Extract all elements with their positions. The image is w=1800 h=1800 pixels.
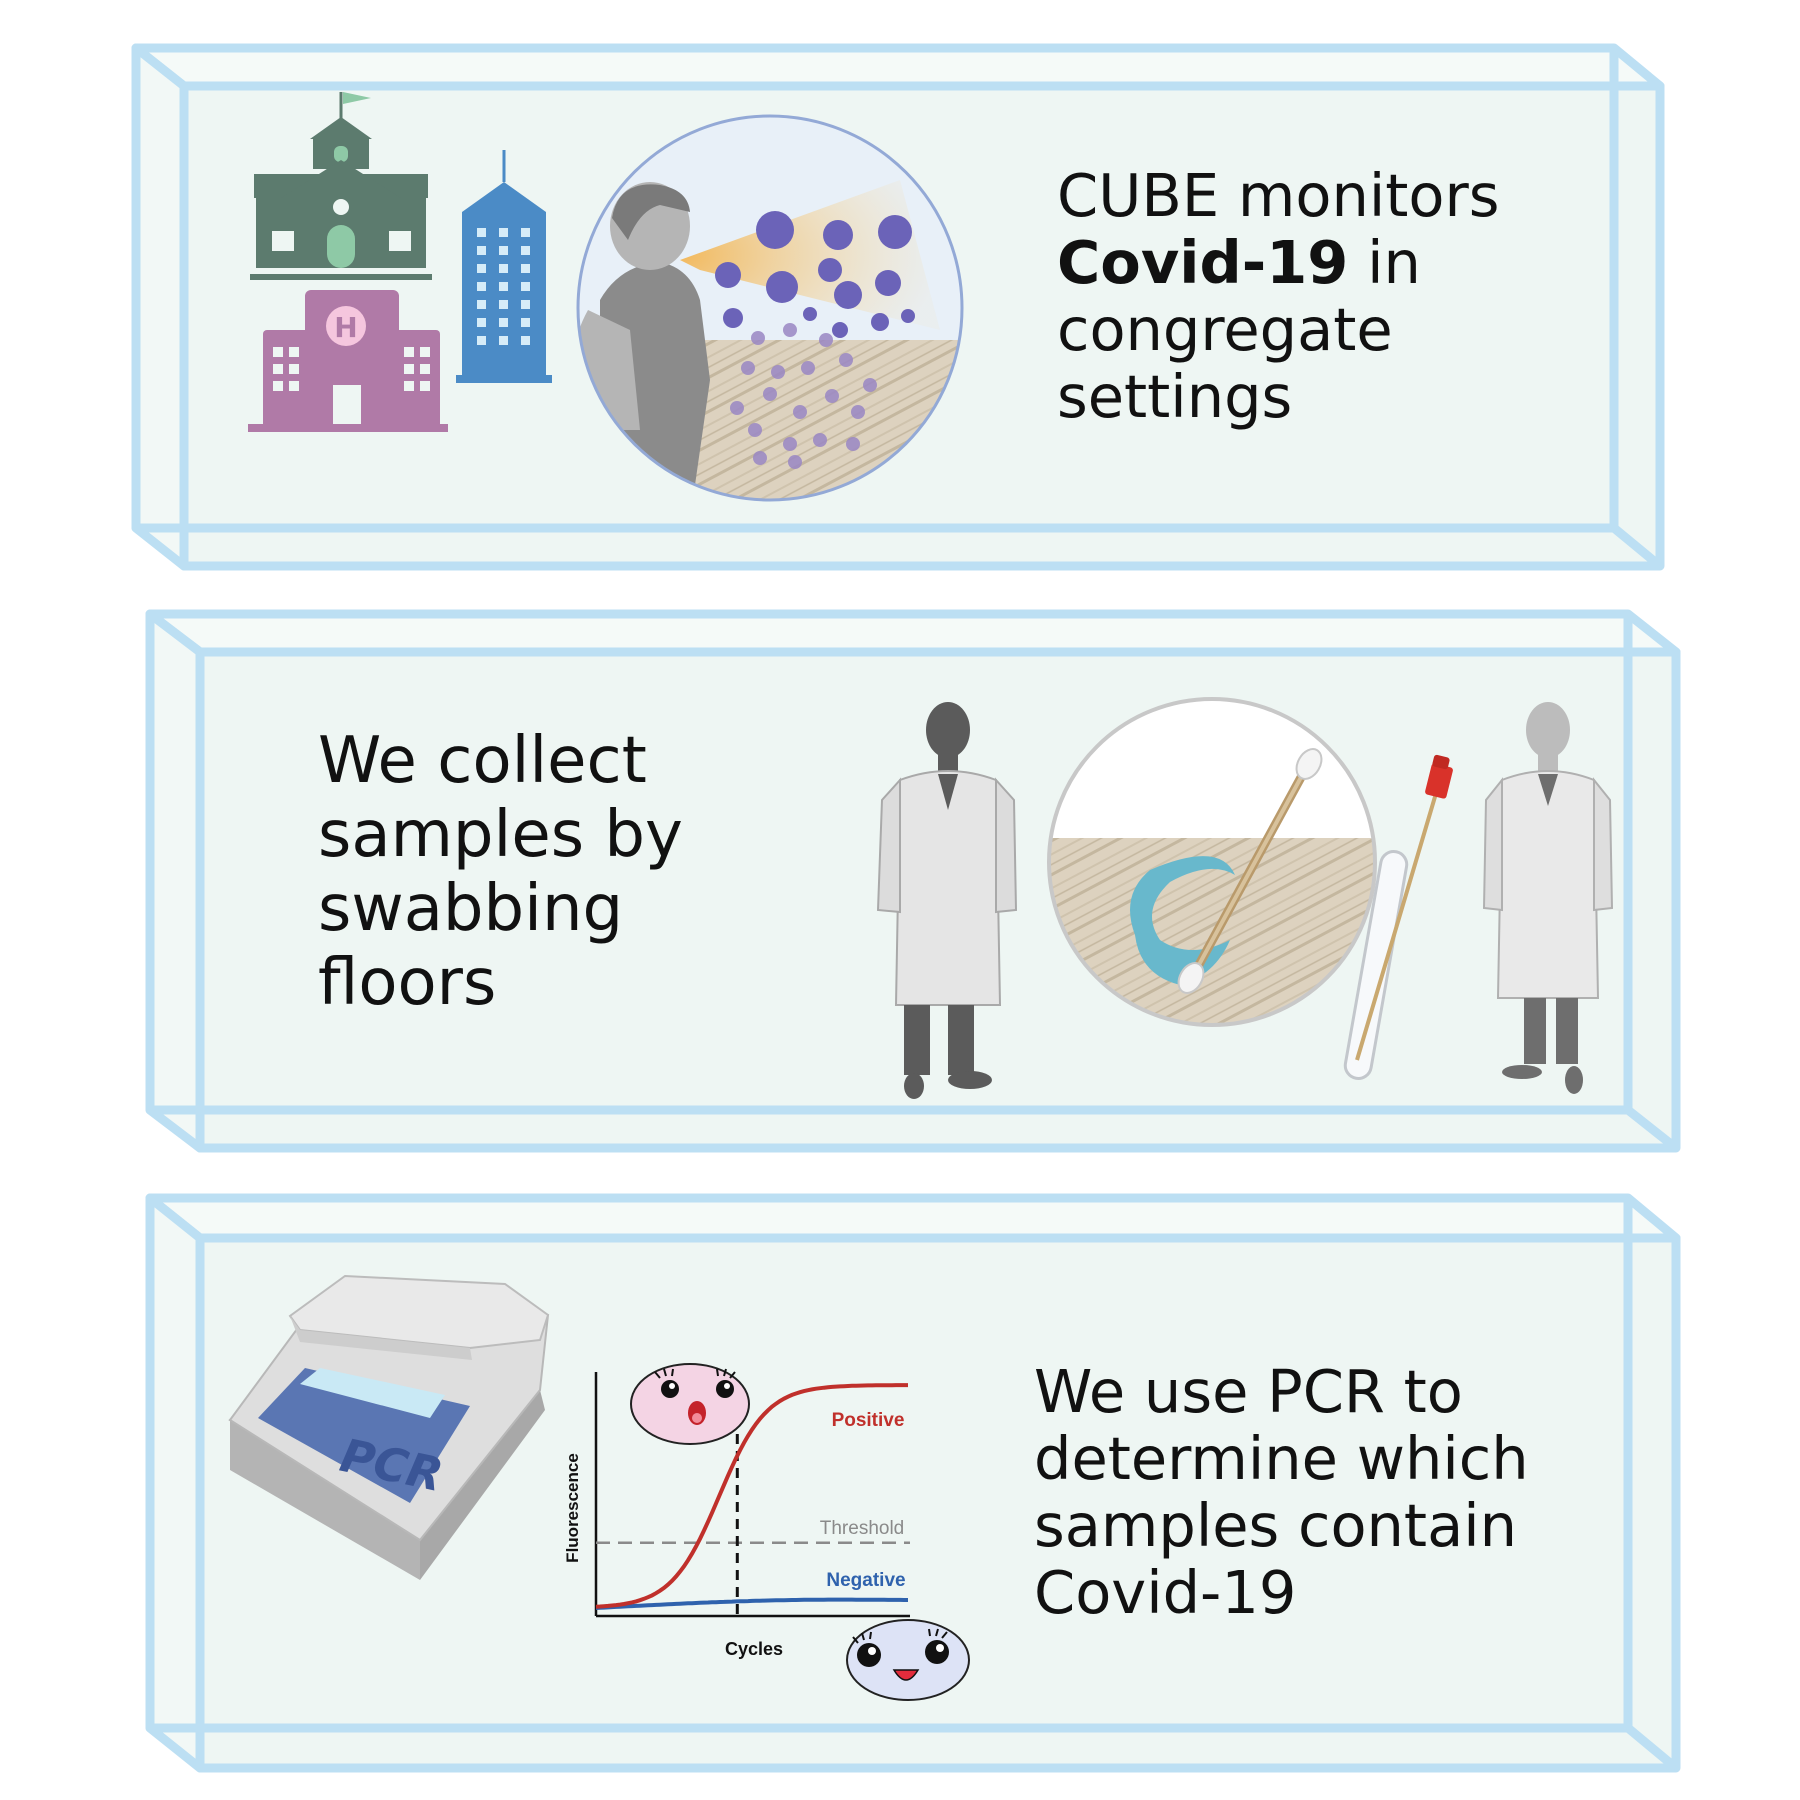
- office-tower-icon: [456, 150, 552, 383]
- hospital-icon: H: [248, 290, 448, 432]
- cough-scene: [576, 114, 964, 502]
- surprised-face-icon: [630, 1363, 750, 1445]
- series-negative-line: [595, 1597, 908, 1610]
- pcr-machine-icon: PCR: [228, 1274, 550, 1580]
- panel-swabbing-text: We collect samples by swabbing floors: [318, 724, 683, 1020]
- panel-pcr-text: We use PCR to determine which samples co…: [1034, 1358, 1529, 1626]
- text-line: determine which: [1034, 1424, 1529, 1493]
- series-positive-line: [595, 1383, 908, 1609]
- threshold-label: Threshold: [820, 1518, 905, 1539]
- text-line: swabbing: [318, 872, 624, 946]
- text-line: samples by: [318, 798, 683, 872]
- swab-icon: [1177, 748, 1323, 994]
- panel-congregate: H: [131, 43, 1665, 571]
- text-line: We use PCR to: [1034, 1357, 1463, 1426]
- text-line: congregate: [1057, 295, 1393, 364]
- virus-particle-icon: [756, 211, 794, 249]
- text-line: We collect: [318, 724, 647, 798]
- spray-cone: [680, 180, 940, 330]
- y-axis-label: Fluorescence: [563, 1453, 582, 1563]
- text-line: floors: [318, 946, 497, 1020]
- text-line: Covid-19: [1034, 1558, 1297, 1627]
- text-line: CUBE monitors: [1057, 161, 1500, 230]
- series-label-positive: Positive: [832, 1410, 905, 1431]
- text-line: samples contain: [1034, 1491, 1518, 1560]
- panel-box: [131, 43, 1665, 571]
- panel-congregate-text: CUBE monitors Covid-19 in congregate set…: [1057, 162, 1499, 430]
- x-axis-label: Cycles: [725, 1639, 783, 1659]
- school-icon: [250, 92, 432, 280]
- pcr-chart: Positive Negative Threshold Cycles Fluor…: [563, 1372, 910, 1659]
- series-label-negative: Negative: [826, 1570, 905, 1591]
- lab-coat-person-icon: [876, 702, 1018, 1099]
- virus-particles: [715, 211, 915, 338]
- text-line: Covid-19 in: [1057, 228, 1421, 297]
- happy-face-icon: [846, 1619, 970, 1701]
- text-line: settings: [1057, 362, 1293, 431]
- panel-pcr: PCR Positive Negative Threshold Cycles F…: [145, 1193, 1681, 1773]
- sample-tube-icon: [1343, 754, 1453, 1080]
- panel-swabbing: [145, 609, 1681, 1153]
- swab-scene: [1047, 697, 1377, 1027]
- virus-droplets: [730, 323, 877, 469]
- svg-text:H: H: [334, 311, 357, 344]
- lab-coat-person-icon: [1482, 702, 1614, 1094]
